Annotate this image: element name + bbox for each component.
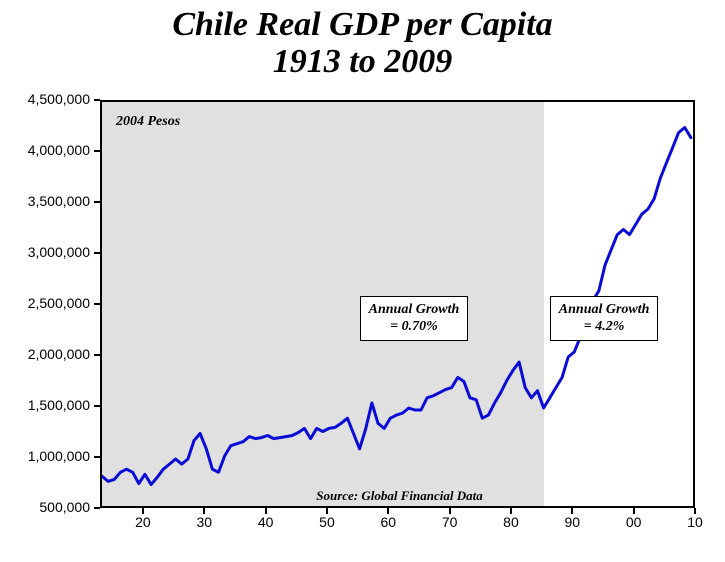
chart-container: Chile Real GDP per Capita 1913 to 2009 5…: [0, 0, 725, 562]
y-axis-label: 1,500,000: [0, 397, 90, 413]
x-axis-label: 80: [503, 514, 519, 530]
y-axis-label: 500,000: [0, 499, 90, 515]
title-line-1: Chile Real GDP per Capita: [0, 6, 725, 43]
x-axis-label: 70: [442, 514, 458, 530]
chart-title: Chile Real GDP per Capita 1913 to 2009: [0, 0, 725, 81]
growth-box-1: Annual Growth = 0.70%: [360, 296, 469, 341]
y-axis-label: 4,500,000: [0, 91, 90, 107]
growth-box-1-line2: = 0.70%: [369, 318, 460, 336]
source-text: Source: Global Financial Data: [316, 488, 483, 504]
y-axis-label: 2,500,000: [0, 295, 90, 311]
x-axis-label: 10: [687, 514, 703, 530]
x-axis-label: 30: [196, 514, 212, 530]
growth-box-2-line1: Annual Growth: [559, 301, 650, 319]
growth-box-2-line2: = 4.2%: [559, 318, 650, 336]
x-axis-label: 50: [319, 514, 335, 530]
y-axis-label: 4,000,000: [0, 142, 90, 158]
x-axis-label: 20: [135, 514, 151, 530]
title-line-2: 1913 to 2009: [0, 43, 725, 80]
y-axis-label: 2,000,000: [0, 346, 90, 362]
x-axis-label: 60: [381, 514, 397, 530]
y-axis-label: 3,500,000: [0, 193, 90, 209]
x-axis-label: 00: [626, 514, 642, 530]
x-axis-label: 90: [565, 514, 581, 530]
y-axis-label: 1,000,000: [0, 448, 90, 464]
growth-box-2: Annual Growth = 4.2%: [550, 296, 659, 341]
growth-box-1-line1: Annual Growth: [369, 301, 460, 319]
plot-area: 2004 Pesos Annual Growth = 0.70% Annual …: [100, 100, 695, 508]
x-axis-label: 40: [258, 514, 274, 530]
y-axis-label: 3,000,000: [0, 244, 90, 260]
currency-note: 2004 Pesos: [116, 114, 180, 130]
